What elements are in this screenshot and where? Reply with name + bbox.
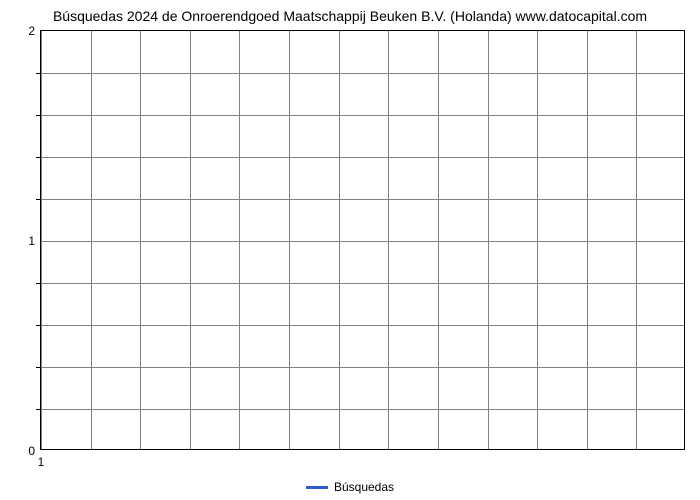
y-minor-tick	[36, 73, 41, 74]
grid-line-vertical	[636, 31, 637, 449]
legend-label: Búsquedas	[334, 480, 394, 494]
grid-line-vertical	[41, 31, 42, 449]
y-minor-tick	[36, 283, 41, 284]
grid-line-horizontal	[41, 367, 684, 368]
grid-line-vertical	[289, 31, 290, 449]
grid-line-vertical	[91, 31, 92, 449]
grid-line-horizontal	[41, 325, 684, 326]
grid-line-horizontal	[41, 157, 684, 158]
x-tick-label: 1	[38, 455, 45, 469]
y-tick-label: 1	[28, 234, 35, 248]
grid-line-vertical	[140, 31, 141, 449]
y-minor-tick	[36, 115, 41, 116]
legend-swatch	[306, 486, 328, 489]
grid-line-vertical	[587, 31, 588, 449]
y-minor-tick	[36, 325, 41, 326]
chart-title: Búsquedas 2024 de Onroerendgoed Maatscha…	[0, 8, 700, 24]
grid-line-horizontal	[41, 241, 684, 242]
grid-line-vertical	[339, 31, 340, 449]
y-minor-tick	[36, 409, 41, 410]
grid-line-vertical	[239, 31, 240, 449]
y-minor-tick	[36, 157, 41, 158]
plot-area: 0121	[40, 30, 685, 450]
y-minor-tick	[36, 199, 41, 200]
grid-line-vertical	[388, 31, 389, 449]
y-tick-label: 0	[28, 444, 35, 458]
grid-line-vertical	[190, 31, 191, 449]
grid-line-vertical	[438, 31, 439, 449]
grid-line-horizontal	[41, 73, 684, 74]
grid-line-horizontal	[41, 115, 684, 116]
grid-line-vertical	[537, 31, 538, 449]
grid-line-horizontal	[41, 199, 684, 200]
y-minor-tick	[36, 367, 41, 368]
grid-line-horizontal	[41, 409, 684, 410]
grid-line-vertical	[488, 31, 489, 449]
legend: Búsquedas	[0, 480, 700, 494]
grid-line-horizontal	[41, 283, 684, 284]
y-tick-label: 2	[28, 24, 35, 38]
